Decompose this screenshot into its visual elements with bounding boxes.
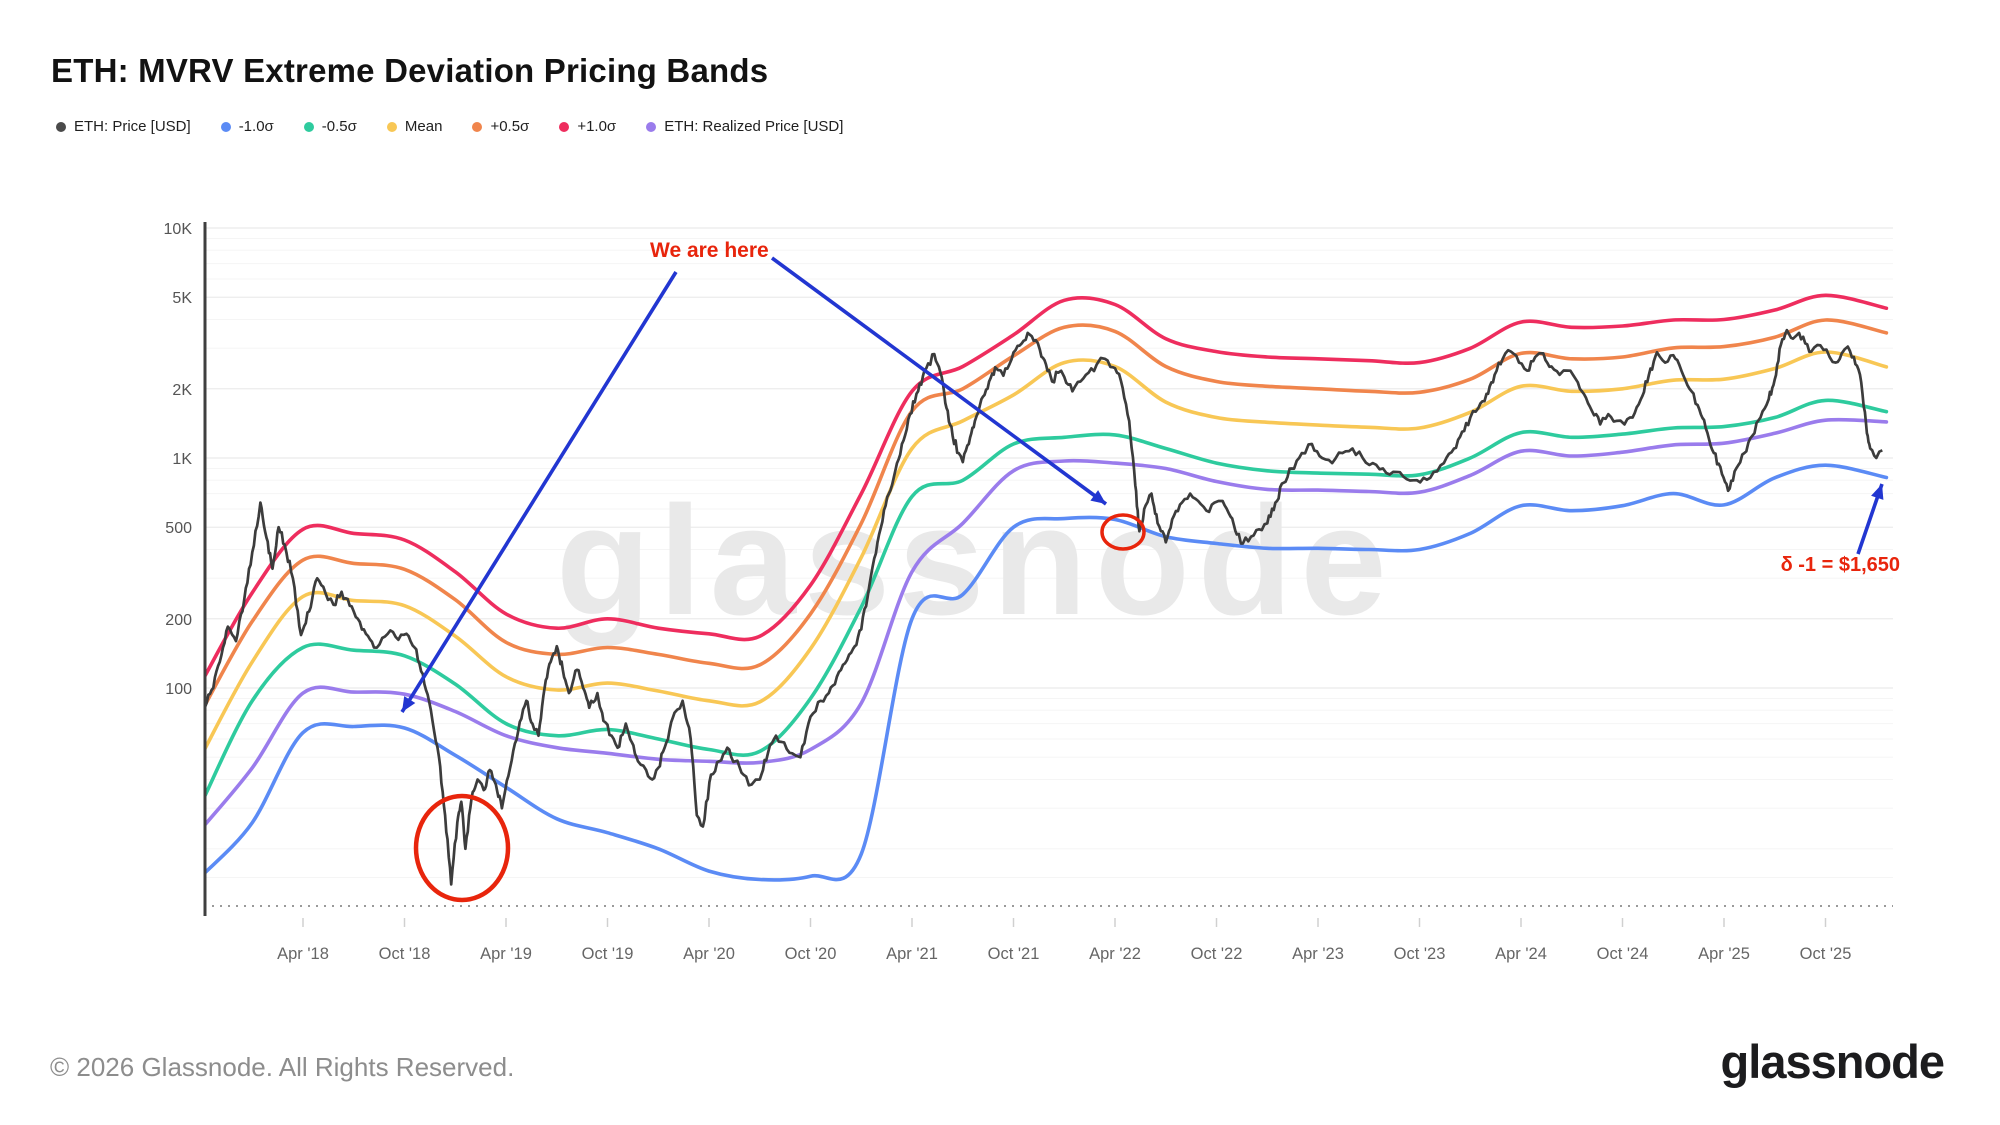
series-+1.0σ: [204, 293, 1889, 681]
copyright-text: © 2026 Glassnode. All Rights Reserved.: [50, 1052, 515, 1082]
series--1.0σ: [204, 463, 1889, 882]
arrow-to-2022-touch-head: [1090, 490, 1106, 504]
legend-label: +0.5σ: [490, 118, 530, 135]
x-axis-label: Oct '25: [1800, 945, 1852, 963]
x-axis-label: Apr '25: [1698, 945, 1750, 963]
legend: ETH: Price [USD] -1.0σ -0.5σ Mean +0.5σ +1.0σ…: [56, 118, 843, 135]
legend-color-dot: [646, 121, 657, 132]
annotation-delta-label: δ -1 = $1,650: [1780, 554, 1900, 576]
chart-canvas[interactable]: glassnode 10K 5K 2K 1K 500 200 100 Apr '18 Oct '…: [0, 0, 2000, 1010]
legend-item--1-0-[interactable]: -1.0σ: [220, 118, 274, 135]
x-axis-label: Apr '23: [1292, 945, 1344, 963]
page-title: ETH: MVRV Extreme Deviation Pricing Band…: [51, 52, 769, 90]
annotation-we-are-here: We are here: [650, 239, 769, 262]
y-axis-label: 5K: [172, 290, 192, 307]
legend-label: +1.0σ: [577, 118, 617, 135]
watermark: glassnode: [556, 474, 1395, 647]
x-axis-label: Oct '19: [582, 945, 634, 963]
x-axis-label: Apr '24: [1495, 945, 1547, 963]
legend-item-eth-price-usd-[interactable]: ETH: Price [USD]: [56, 118, 191, 135]
x-axis-label: Oct '18: [379, 945, 431, 963]
y-axis-label: 100: [165, 681, 192, 698]
series--0.5σ: [204, 398, 1889, 801]
y-axis-label: 200: [165, 612, 192, 629]
legend-label: ETH: Realized Price [USD]: [664, 118, 844, 135]
legend-label: Mean: [404, 118, 443, 135]
arrow-to-2018-low: [400, 271, 678, 713]
arrow-to-2018-low-head: [402, 696, 416, 712]
legend-color-dot: [386, 121, 397, 132]
x-axis-label: Oct '24: [1597, 945, 1649, 963]
legend-item--1-0-[interactable]: +1.0σ: [559, 118, 616, 135]
legend-label: -0.5σ: [321, 118, 357, 135]
glassnode-logo: glassnode: [1720, 1035, 1945, 1088]
legend-color-dot: [56, 121, 66, 132]
series-ETH: Realized Price [USD]: [204, 417, 1889, 829]
x-axis-label: Apr '19: [480, 945, 532, 963]
circle-2022-touch: [1100, 513, 1146, 551]
y-axis-label: 2K: [172, 382, 192, 399]
legend-item-mean[interactable]: Mean: [386, 118, 443, 135]
legend-color-dot: [303, 121, 314, 132]
x-axis-label: Oct '21: [988, 945, 1040, 963]
legend-item--0-5-[interactable]: -0.5σ: [303, 118, 357, 135]
x-axis-label: Apr '20: [683, 945, 735, 963]
legend-item--0-5-[interactable]: +0.5σ: [472, 118, 529, 135]
legend-label: ETH: Price [USD]: [74, 118, 191, 135]
y-axis-label: 500: [165, 520, 192, 537]
x-axis-label: Apr '21: [886, 945, 938, 963]
arrow-to-band-end-head: [1871, 484, 1884, 500]
series-+0.5σ: [204, 318, 1889, 710]
annotation-shapes: [400, 256, 1884, 903]
axes: 10K 5K 2K 1K 500 200 100 Apr '18 Oct '18 Apr '19 O…: [164, 221, 1852, 963]
legend-color-dot: [472, 121, 483, 132]
legend-color-dot: [220, 121, 231, 132]
circle-2018-bottom: [413, 793, 511, 903]
legend-item-eth-realized-price-usd-[interactable]: ETH: Realized Price [USD]: [646, 118, 843, 135]
x-axis-label: Oct '20: [785, 945, 837, 963]
arrow-to-2022-touch: [770, 256, 1108, 506]
y-axis-label: 10K: [164, 221, 193, 238]
legend-color-dot: [559, 121, 570, 132]
y-axis-label: 1K: [172, 451, 192, 468]
x-axis-label: Apr '22: [1089, 945, 1141, 963]
legend-label: -1.0σ: [238, 118, 274, 135]
x-axis-label: Oct '23: [1394, 945, 1446, 963]
x-axis-label: Apr '18: [277, 945, 329, 963]
x-axis-label: Oct '22: [1191, 945, 1243, 963]
series-eth-price: [204, 328, 1883, 886]
series-lines: [204, 293, 1889, 886]
